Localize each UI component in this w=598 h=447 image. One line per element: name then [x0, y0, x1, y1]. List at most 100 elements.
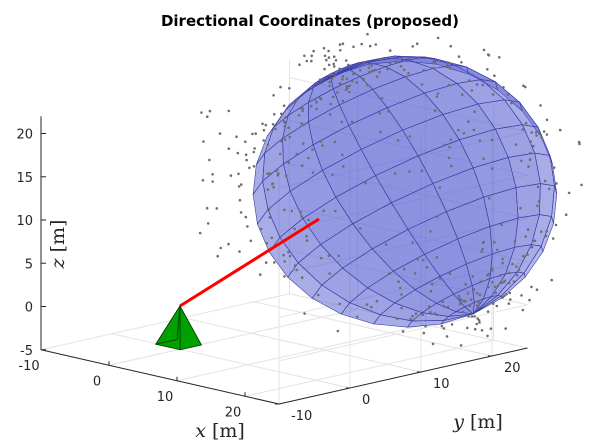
scatter-point — [524, 121, 528, 125]
scatter-point — [578, 142, 581, 146]
scatter-point — [468, 304, 472, 308]
scatter-point — [274, 127, 277, 131]
scatter-point — [347, 63, 350, 67]
scatter-point — [422, 69, 426, 72]
scatter-point — [398, 286, 402, 290]
scatter-point — [323, 54, 327, 58]
scatter-point — [509, 298, 512, 301]
scatter-point — [279, 85, 282, 89]
scatter-point — [327, 254, 331, 258]
surface-patch — [539, 183, 555, 217]
scatter-point — [472, 128, 476, 132]
scatter-point — [244, 215, 248, 219]
scatter-point — [293, 264, 297, 267]
scatter-point — [302, 142, 305, 145]
scatter-point — [375, 299, 379, 303]
scatter-point — [294, 98, 298, 102]
scatter-point — [219, 246, 222, 250]
scatter-point — [450, 164, 453, 168]
scatter-point — [283, 260, 287, 263]
scatter-point — [472, 288, 476, 291]
scatter-point — [424, 324, 427, 328]
scatter-point — [422, 331, 426, 335]
scatter-point — [489, 327, 493, 331]
scatter-point — [378, 70, 382, 74]
scatter-point — [336, 91, 339, 94]
scatter-point — [473, 315, 476, 318]
scatter-point — [238, 198, 242, 202]
scatter-point — [384, 243, 388, 246]
scatter-point — [264, 123, 268, 127]
scatter-point — [338, 82, 342, 85]
hemisphere-surface — [252, 55, 558, 328]
scatter-point — [448, 61, 451, 65]
x-axis-label: x [m] — [195, 420, 245, 442]
scatter-point — [545, 118, 549, 122]
scatter-point — [507, 281, 511, 285]
sensor-face — [179, 305, 203, 351]
scatter-point — [239, 183, 243, 186]
scatter-point — [317, 293, 320, 297]
scatter-point — [512, 280, 516, 283]
scatter-point — [368, 44, 372, 48]
grid-line — [244, 339, 494, 397]
scatter-point — [227, 109, 231, 113]
scatter-point — [271, 182, 275, 185]
scatter-point — [310, 59, 313, 63]
scatter-point — [344, 59, 348, 62]
scatter-point — [404, 75, 408, 79]
scatter-point — [554, 223, 558, 227]
scatter-point — [300, 122, 303, 125]
scatter-point — [448, 145, 451, 149]
scatter-point — [478, 293, 482, 297]
scatter-point — [305, 234, 308, 238]
scatter-point — [411, 241, 414, 244]
scatter-point — [298, 63, 301, 66]
scatter-point — [503, 294, 506, 298]
scatter-point — [547, 187, 551, 191]
scatter-point — [471, 275, 475, 278]
scatter-point — [534, 131, 538, 134]
scatter-point — [448, 272, 452, 275]
scatter-point — [462, 299, 466, 303]
scatter-point — [208, 109, 212, 113]
scatter-point — [495, 248, 499, 252]
scatter-point — [435, 255, 439, 259]
scatter-point — [447, 156, 451, 160]
scatter-point — [270, 236, 274, 240]
scatter-point — [480, 250, 484, 254]
scatter-point — [529, 151, 532, 155]
scatter-point — [244, 140, 247, 144]
scatter-point — [540, 230, 543, 233]
scatter-point — [301, 109, 305, 113]
scatter-point — [283, 275, 286, 278]
scatter-point — [322, 46, 326, 50]
scatter-point — [368, 70, 371, 74]
scatter-point — [511, 262, 514, 266]
scatter-point — [493, 285, 497, 289]
scatter-point — [278, 152, 282, 156]
scatter-point — [520, 159, 523, 163]
x-axis-line — [40, 349, 280, 405]
scatter-point — [567, 191, 571, 195]
grid-line — [40, 293, 290, 351]
scatter-point — [545, 133, 549, 136]
scatter-point — [248, 166, 251, 170]
scatter-point — [340, 120, 344, 124]
scatter-point — [328, 84, 331, 88]
scatter-point — [325, 58, 328, 62]
scatter-point — [273, 261, 276, 264]
scatter-point — [515, 274, 519, 277]
scatter-point — [211, 173, 214, 176]
scatter-point — [299, 106, 302, 110]
y-tick-labels: -10 0 10 20 — [291, 361, 521, 424]
scatter-point — [400, 306, 403, 310]
scatter-point — [504, 327, 508, 330]
scatter-point — [235, 135, 238, 138]
y-tick-label: 10 — [433, 377, 450, 392]
scatter-point — [413, 272, 417, 275]
direction-segment — [179, 217, 320, 308]
scatter-point — [280, 139, 283, 143]
scatter-point — [399, 65, 403, 68]
